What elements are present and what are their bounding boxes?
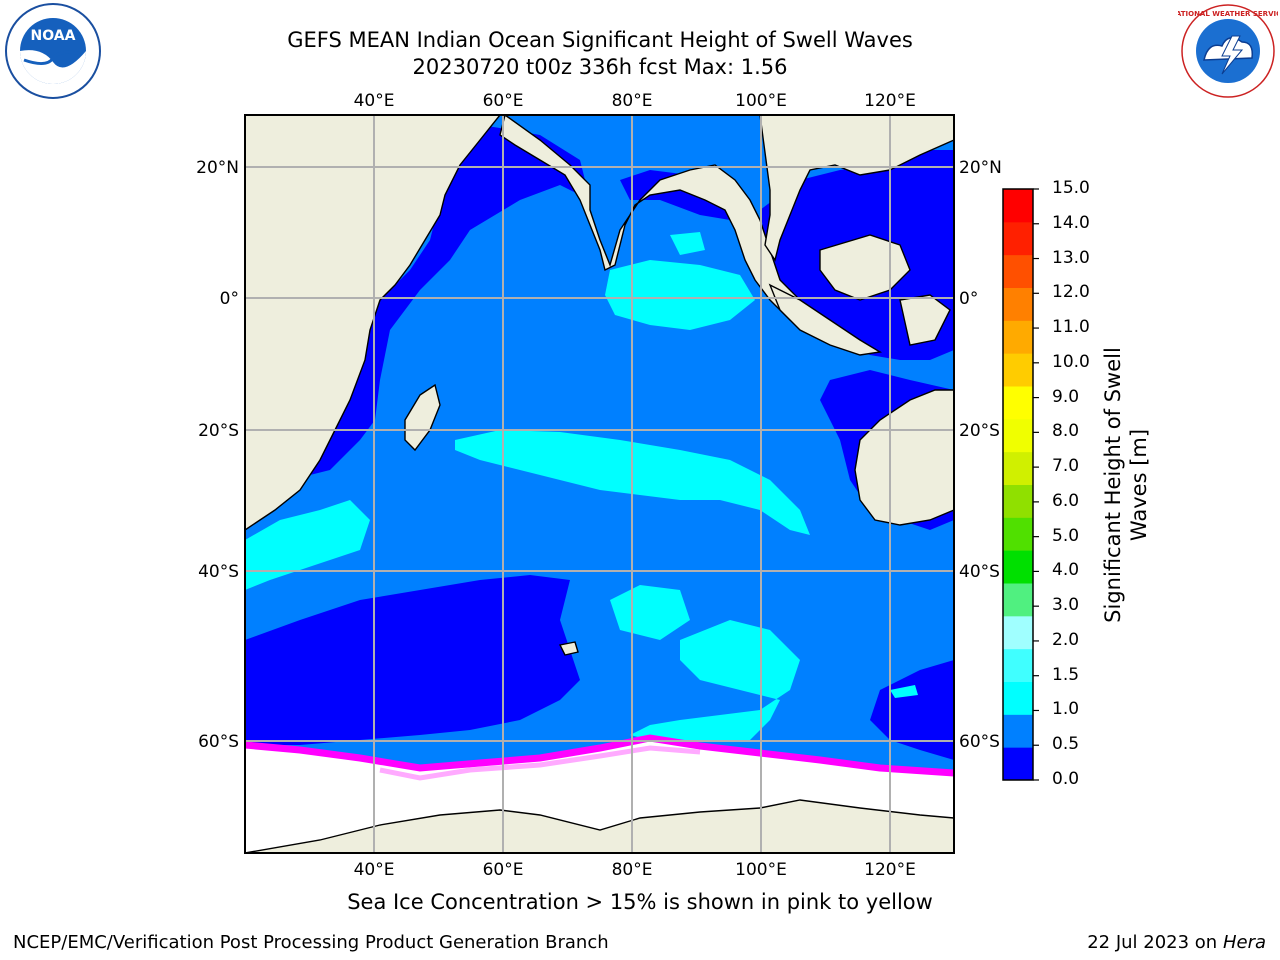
run-host: Hera xyxy=(1222,932,1266,953)
nws-logo-text: NATIONAL WEATHER SERVICE xyxy=(1178,10,1278,18)
colorbar-band xyxy=(1003,648,1033,682)
colorbar-band xyxy=(1003,550,1033,584)
lat-labels-right: 20°N 0° 20°S 40°S 60°S xyxy=(959,158,1002,752)
lon-label: 100°E xyxy=(735,860,787,880)
colorbar-band xyxy=(1003,221,1033,256)
lon-label: 80°E xyxy=(612,91,653,111)
colorbar-tick-label: 4.0 xyxy=(1052,560,1080,581)
colorbar-tick-label: 0.0 xyxy=(1052,769,1080,789)
colorbar-ticks xyxy=(1033,188,1039,781)
lon-label: 40°E xyxy=(354,860,395,880)
colorbar-tick-label: 8.0 xyxy=(1052,421,1080,442)
colorbar-tick-label: 15.0 xyxy=(1052,178,1090,198)
land xyxy=(245,115,954,656)
colorbar-band xyxy=(1003,451,1033,485)
colorbar-band xyxy=(1003,254,1033,288)
colorbar-frame xyxy=(1002,188,1034,781)
colorbar-tick-label: 0.5 xyxy=(1052,734,1080,755)
colorbar-band xyxy=(1003,320,1033,354)
gridlines xyxy=(245,115,954,853)
lat-label: 20°S xyxy=(198,421,239,441)
colorbar-band xyxy=(1003,583,1033,617)
lon-label: 60°E xyxy=(483,91,524,111)
run-date-text: 22 Jul 2023 on xyxy=(1087,932,1218,953)
colorbar-tick-label: 5.0 xyxy=(1052,525,1080,546)
colorbar-tick-label: 10.0 xyxy=(1052,351,1090,372)
lat-label: 0° xyxy=(220,289,239,309)
colorbar-tick-label: 14.0 xyxy=(1052,212,1090,233)
colorbar-tick-label: 1.5 xyxy=(1052,664,1080,685)
lon-label: 120°E xyxy=(864,91,916,111)
colorbar-tick-label: 1.0 xyxy=(1052,699,1080,720)
antarctica xyxy=(245,799,954,853)
lon-labels-bottom: 40°E 60°E 80°E 100°E 120°E xyxy=(354,860,916,880)
lon-label: 100°E xyxy=(735,91,787,111)
noaa-logo-text: NOAA xyxy=(31,28,76,44)
colorbar-tick-label: 2.0 xyxy=(1052,629,1080,650)
lon-labels-top: 40°E 60°E 80°E 100°E 120°E xyxy=(354,91,916,111)
lon-label: 80°E xyxy=(612,860,653,880)
colorbar-band xyxy=(1003,418,1033,453)
sea-ice-note: Sea Ice Concentration > 15% is shown in … xyxy=(347,890,933,914)
lat-label: 0° xyxy=(959,289,978,309)
colorbar-tick-label: 7.0 xyxy=(1052,456,1080,477)
colorbar-band xyxy=(1003,681,1033,715)
lat-label: 20°N xyxy=(196,158,239,178)
noaa-logo: NOAA xyxy=(5,3,101,99)
colorbar-tick-label: 11.0 xyxy=(1052,317,1090,338)
sea-ice-edge-inner xyxy=(379,745,701,781)
lat-label: 40°S xyxy=(959,562,1000,582)
colorbar-band xyxy=(1003,747,1033,781)
producer-credit: NCEP/EMC/Verification Post Processing Pr… xyxy=(13,932,609,953)
map-frame xyxy=(244,114,955,854)
lat-label: 20°S xyxy=(959,421,1000,441)
lat-labels-left: 20°N 0° 20°S 40°S 60°S xyxy=(196,158,239,752)
colorbar-bands xyxy=(1003,189,1033,781)
colorbar-band xyxy=(1003,615,1033,650)
colorbar-tick-label: 12.0 xyxy=(1052,282,1090,303)
colorbar-band xyxy=(1003,517,1033,551)
lat-label: 40°S xyxy=(198,562,239,582)
lat-label: 60°S xyxy=(198,732,239,752)
colorbar-title: Significant Height of Swell Waves [m] xyxy=(1101,347,1151,623)
colorbar-band xyxy=(1003,189,1033,223)
colorbar-band xyxy=(1003,353,1033,387)
map-title: GEFS MEAN Indian Ocean Significant Heigh… xyxy=(287,28,913,52)
colorbar-tick-label: 6.0 xyxy=(1052,490,1080,511)
colorbar-tick-label: 13.0 xyxy=(1052,247,1090,268)
lon-label: 120°E xyxy=(864,860,916,880)
colorbar-band xyxy=(1003,714,1033,748)
map-subtitle: 20230720 t00z 336h fcst Max: 1.56 xyxy=(412,55,788,79)
colorbar-band xyxy=(1003,386,1033,420)
lon-label: 60°E xyxy=(483,860,524,880)
colorbar-band xyxy=(1003,287,1033,321)
lon-label: 40°E xyxy=(354,91,395,111)
sea-ice-edge xyxy=(245,734,954,777)
colorbar-band xyxy=(1003,484,1033,518)
colorbar-tick-label: 9.0 xyxy=(1052,386,1080,407)
lat-label: 20°N xyxy=(959,158,1002,178)
nws-logo: NATIONAL WEATHER SERVICE xyxy=(1178,4,1278,98)
colorbar-tick-label: 3.0 xyxy=(1052,595,1080,616)
lat-label: 60°S xyxy=(959,732,1000,752)
run-date: 22 Jul 2023 on Hera xyxy=(1087,932,1266,953)
